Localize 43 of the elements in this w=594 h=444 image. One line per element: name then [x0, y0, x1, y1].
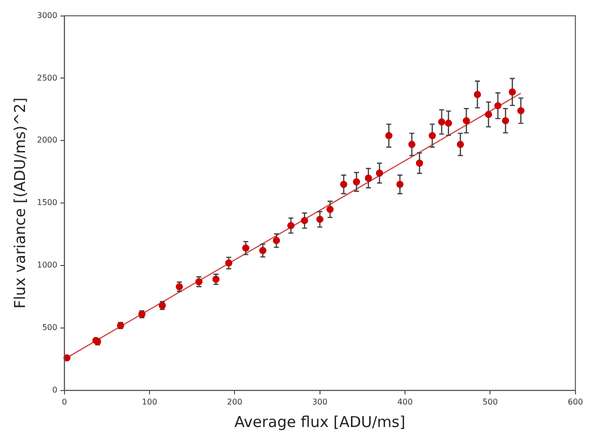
point [225, 260, 232, 267]
point [326, 206, 334, 213]
point [484, 110, 492, 118]
point [376, 170, 383, 177]
point [272, 237, 280, 244]
x-tick-label: 500 [482, 397, 498, 406]
x-tick-label: 0 [62, 397, 67, 406]
point [287, 222, 294, 230]
x-tick-label: 300 [312, 397, 328, 406]
y-tick-label: 3000 [37, 10, 58, 20]
x-tick-label: 400 [397, 397, 413, 406]
point [508, 88, 516, 96]
y-tick-label: 2000 [37, 136, 58, 145]
point [494, 102, 502, 110]
point [340, 180, 348, 188]
point [456, 140, 464, 148]
y-tick-label: 1500 [37, 198, 58, 208]
x-axis-title: Average flux [ADU/ms] [234, 412, 406, 431]
point [444, 120, 452, 127]
point [502, 117, 510, 124]
point [259, 247, 266, 254]
x-tick-label: 100 [142, 397, 158, 406]
point [474, 90, 481, 98]
point [242, 244, 250, 252]
y-axis-title: Flux variance [(ADU/ms)^2] [10, 98, 29, 309]
point [364, 174, 372, 182]
point [416, 160, 424, 167]
point [438, 118, 446, 126]
x-tick-label: 200 [227, 397, 242, 406]
point [462, 117, 470, 124]
y-tick-label: 1000 [37, 260, 58, 270]
x-tick-label: 600 [568, 397, 584, 406]
point [352, 178, 360, 186]
point [408, 140, 416, 148]
point [428, 132, 436, 140]
point [385, 132, 392, 140]
y-tick-label: 500 [42, 323, 58, 332]
point [517, 107, 524, 114]
point [301, 217, 308, 224]
point [396, 180, 404, 188]
point [316, 216, 324, 223]
y-tick-label: 2500 [37, 73, 58, 82]
y-tick-label: 0 [52, 385, 58, 394]
